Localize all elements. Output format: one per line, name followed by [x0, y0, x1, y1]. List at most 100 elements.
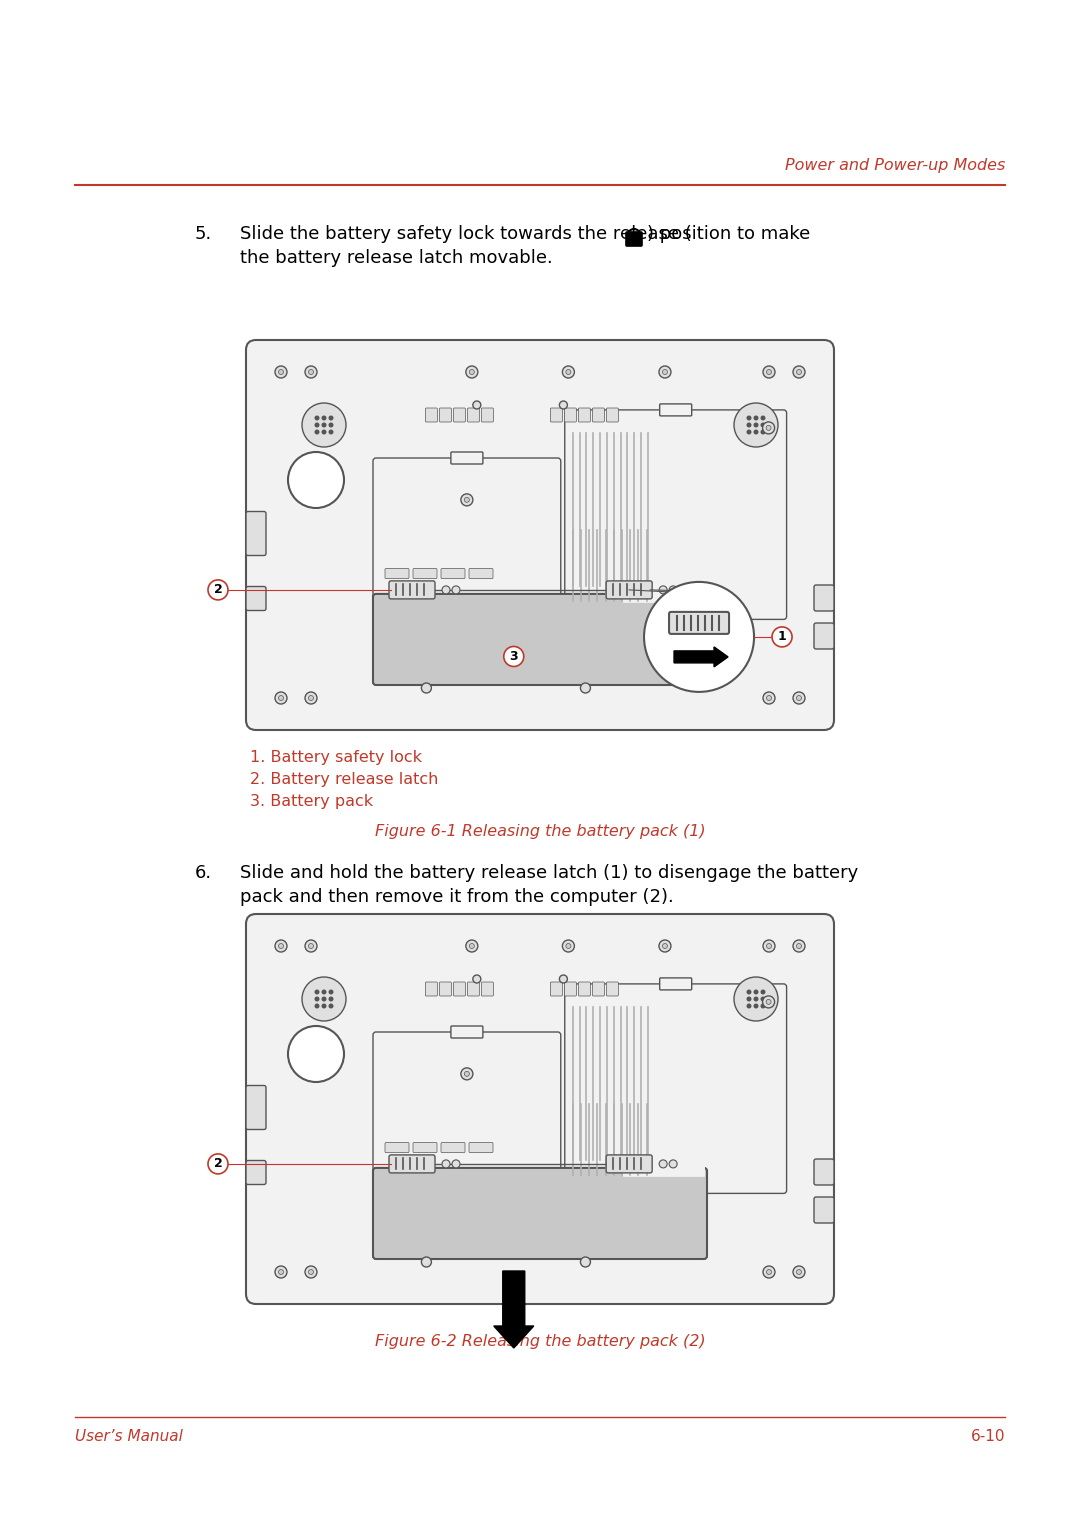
- Circle shape: [797, 1269, 801, 1275]
- FancyArrow shape: [674, 647, 728, 667]
- FancyBboxPatch shape: [468, 408, 480, 421]
- Circle shape: [754, 1003, 758, 1008]
- FancyBboxPatch shape: [814, 1159, 834, 1185]
- Text: Figure 6-1 Releasing the battery pack (1): Figure 6-1 Releasing the battery pack (1…: [375, 825, 705, 838]
- FancyBboxPatch shape: [579, 982, 591, 996]
- FancyBboxPatch shape: [469, 568, 492, 579]
- Circle shape: [279, 370, 283, 374]
- Circle shape: [734, 403, 778, 447]
- Text: ) position to make: ) position to make: [647, 224, 810, 243]
- FancyBboxPatch shape: [246, 586, 266, 611]
- FancyBboxPatch shape: [413, 1142, 437, 1153]
- FancyBboxPatch shape: [246, 341, 834, 730]
- Circle shape: [566, 370, 571, 374]
- Circle shape: [421, 683, 431, 693]
- FancyBboxPatch shape: [814, 623, 834, 649]
- FancyBboxPatch shape: [565, 408, 577, 421]
- Text: 1. Battery safety lock: 1. Battery safety lock: [249, 750, 422, 765]
- Circle shape: [767, 1269, 771, 1275]
- Circle shape: [659, 366, 671, 379]
- Circle shape: [442, 1161, 450, 1168]
- Circle shape: [322, 989, 326, 994]
- Circle shape: [772, 628, 792, 647]
- Circle shape: [309, 944, 313, 948]
- Circle shape: [746, 1003, 752, 1008]
- Circle shape: [461, 493, 473, 505]
- FancyBboxPatch shape: [565, 409, 786, 620]
- Circle shape: [767, 370, 771, 374]
- Circle shape: [797, 695, 801, 701]
- Circle shape: [503, 646, 524, 666]
- Circle shape: [754, 429, 758, 435]
- FancyBboxPatch shape: [579, 408, 591, 421]
- Circle shape: [793, 366, 805, 379]
- Circle shape: [746, 429, 752, 435]
- Text: 1: 1: [778, 631, 786, 643]
- Circle shape: [314, 423, 320, 428]
- Circle shape: [734, 977, 778, 1022]
- Circle shape: [309, 1269, 313, 1275]
- FancyBboxPatch shape: [373, 594, 707, 686]
- Circle shape: [760, 423, 766, 428]
- FancyBboxPatch shape: [606, 580, 652, 599]
- FancyBboxPatch shape: [373, 1168, 707, 1258]
- Circle shape: [470, 370, 474, 374]
- Circle shape: [322, 1003, 326, 1008]
- Circle shape: [754, 989, 758, 994]
- Circle shape: [309, 370, 313, 374]
- Circle shape: [762, 421, 774, 434]
- FancyBboxPatch shape: [606, 982, 619, 996]
- Circle shape: [659, 1161, 667, 1168]
- Circle shape: [328, 997, 334, 1002]
- Circle shape: [328, 423, 334, 428]
- Circle shape: [453, 586, 460, 594]
- Circle shape: [559, 976, 567, 983]
- Text: Power and Power-up Modes: Power and Power-up Modes: [785, 157, 1005, 173]
- Circle shape: [762, 996, 774, 1008]
- Circle shape: [305, 1266, 318, 1278]
- FancyBboxPatch shape: [440, 982, 451, 996]
- Circle shape: [465, 941, 477, 951]
- FancyBboxPatch shape: [413, 568, 437, 579]
- Circle shape: [762, 1266, 775, 1278]
- Text: Figure 6-2 Releasing the battery pack (2): Figure 6-2 Releasing the battery pack (2…: [375, 1335, 705, 1348]
- Circle shape: [328, 429, 334, 435]
- Circle shape: [473, 402, 481, 409]
- Circle shape: [464, 1072, 470, 1077]
- Circle shape: [662, 944, 667, 948]
- Circle shape: [305, 941, 318, 951]
- Circle shape: [421, 1257, 431, 1267]
- Circle shape: [659, 941, 671, 951]
- FancyBboxPatch shape: [626, 232, 642, 246]
- FancyBboxPatch shape: [246, 512, 266, 556]
- Text: pack and then remove it from the computer (2).: pack and then remove it from the compute…: [240, 889, 674, 906]
- FancyBboxPatch shape: [623, 586, 705, 603]
- Circle shape: [470, 944, 474, 948]
- Circle shape: [288, 1026, 345, 1083]
- Circle shape: [754, 423, 758, 428]
- Circle shape: [302, 403, 346, 447]
- Circle shape: [766, 999, 771, 1005]
- Circle shape: [797, 370, 801, 374]
- FancyBboxPatch shape: [814, 1197, 834, 1223]
- Circle shape: [797, 944, 801, 948]
- FancyBboxPatch shape: [384, 568, 409, 579]
- Circle shape: [566, 944, 571, 948]
- Circle shape: [580, 683, 591, 693]
- FancyBboxPatch shape: [606, 1154, 652, 1173]
- FancyBboxPatch shape: [389, 1154, 435, 1173]
- Circle shape: [275, 692, 287, 704]
- FancyBboxPatch shape: [551, 408, 563, 421]
- Circle shape: [465, 366, 477, 379]
- Circle shape: [328, 415, 334, 420]
- Circle shape: [762, 941, 775, 951]
- Circle shape: [442, 586, 450, 594]
- FancyBboxPatch shape: [565, 983, 786, 1194]
- Circle shape: [279, 944, 283, 948]
- Circle shape: [305, 692, 318, 704]
- FancyBboxPatch shape: [389, 580, 435, 599]
- Text: User’s Manual: User’s Manual: [75, 1429, 183, 1445]
- FancyBboxPatch shape: [441, 1142, 465, 1153]
- Text: 5.: 5.: [195, 224, 213, 243]
- FancyBboxPatch shape: [606, 408, 619, 421]
